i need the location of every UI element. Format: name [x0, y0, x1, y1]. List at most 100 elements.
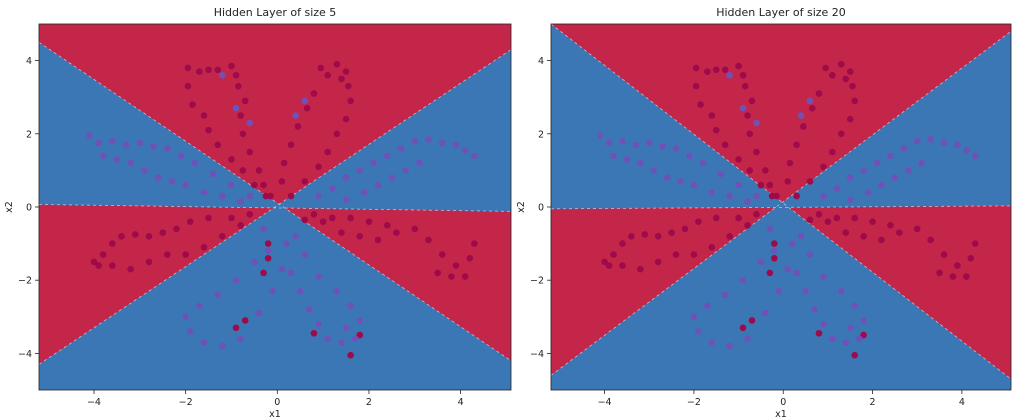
point-red: [744, 222, 751, 229]
point-blue: [806, 97, 814, 105]
point-blue: [811, 306, 818, 313]
point-red: [411, 225, 419, 233]
point-red: [393, 229, 400, 236]
point-red: [739, 71, 747, 79]
point-blue: [342, 174, 350, 182]
point-red: [342, 68, 350, 75]
point-blue: [219, 342, 226, 350]
point-blue: [726, 342, 733, 350]
point-red: [748, 97, 756, 105]
point-red: [851, 351, 858, 359]
point-red: [849, 82, 856, 90]
x-tick-label: 0: [780, 397, 786, 408]
y-tick-label: 2: [26, 129, 32, 140]
point-blue: [214, 291, 222, 299]
point-red: [301, 178, 309, 185]
point-blue: [887, 152, 894, 160]
point-red: [637, 265, 644, 273]
point-blue: [338, 339, 345, 346]
point-blue: [632, 141, 640, 149]
point-blue: [695, 328, 702, 335]
point-blue: [708, 339, 716, 346]
point-red: [347, 97, 354, 105]
point-red: [806, 178, 814, 185]
point-blue: [672, 145, 680, 152]
chart-title: Hidden Layer of size 5: [214, 6, 337, 19]
plot-area: [39, 24, 511, 390]
point-blue: [292, 112, 299, 119]
point-red: [739, 324, 747, 332]
point-blue: [315, 273, 322, 280]
point-blue: [136, 139, 144, 147]
point-red: [697, 101, 704, 108]
point-blue: [361, 189, 368, 196]
point-blue: [86, 132, 93, 139]
point-red: [184, 82, 192, 90]
point-red: [690, 251, 698, 258]
point-red: [205, 66, 212, 74]
point-red: [200, 112, 208, 119]
point-red: [471, 240, 478, 247]
point-blue: [797, 112, 805, 119]
x-tick-label: 0: [274, 397, 280, 408]
point-blue: [610, 152, 617, 160]
point-red: [333, 60, 341, 68]
point-red: [200, 243, 208, 251]
point-red: [338, 75, 345, 83]
point-red: [708, 112, 716, 119]
point-blue: [246, 119, 254, 127]
point-blue: [438, 139, 446, 147]
point-blue: [301, 251, 309, 258]
point-red: [196, 68, 203, 75]
point-red: [753, 211, 760, 218]
x-tick-label: −2: [687, 397, 701, 408]
point-blue: [699, 159, 707, 167]
point-red: [619, 262, 626, 269]
point-blue: [739, 276, 747, 284]
point-blue: [900, 145, 908, 152]
point-red: [967, 254, 975, 262]
point-red: [287, 192, 295, 200]
point-red: [851, 97, 858, 105]
point-blue: [278, 265, 286, 273]
point-red: [692, 64, 700, 72]
point-red: [345, 82, 352, 90]
point-red: [228, 62, 235, 70]
point-red: [822, 64, 829, 72]
point-blue: [820, 192, 827, 200]
point-red: [118, 232, 125, 240]
point-blue: [328, 185, 336, 192]
point-blue: [619, 137, 626, 145]
y-tick-label: −2: [530, 276, 544, 287]
point-red: [735, 214, 742, 222]
point-red: [109, 262, 116, 269]
point-red: [228, 214, 235, 222]
point-blue: [232, 104, 240, 112]
point-blue: [200, 189, 208, 196]
point-blue: [370, 159, 377, 167]
x-tick-label: 4: [458, 397, 464, 408]
point-blue: [232, 276, 240, 284]
point-red: [333, 130, 341, 138]
point-blue: [374, 181, 382, 189]
point-red: [641, 231, 649, 238]
point-red: [744, 112, 751, 119]
point-blue: [113, 156, 121, 163]
point-blue: [388, 174, 396, 182]
point-blue: [793, 269, 800, 277]
point-red: [829, 148, 836, 156]
point-blue: [237, 335, 244, 343]
point-red: [771, 254, 778, 262]
point-blue: [806, 251, 814, 258]
point-red: [654, 232, 662, 240]
point-red: [278, 178, 286, 185]
point-red: [246, 211, 254, 218]
y-tick-label: 4: [26, 56, 32, 67]
decision-boundary-1: [551, 24, 1011, 380]
point-red: [815, 329, 823, 337]
point-blue: [168, 178, 176, 185]
x-tick-label: −4: [87, 397, 101, 408]
point-red: [342, 115, 350, 123]
point-red: [310, 211, 318, 218]
point-blue: [623, 156, 631, 163]
